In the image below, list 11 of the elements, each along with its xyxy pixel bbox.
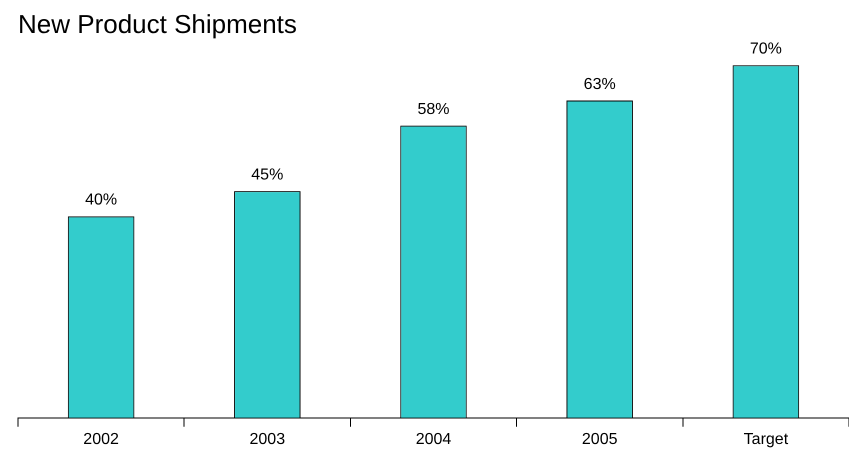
data-label: 58% bbox=[417, 101, 450, 118]
data-label: 45% bbox=[251, 166, 284, 184]
data-label: 40% bbox=[85, 192, 118, 209]
x-tick-label: 2005 bbox=[582, 430, 618, 448]
x-tick-label: Target bbox=[744, 430, 789, 448]
x-tick-label: 2004 bbox=[416, 430, 452, 448]
x-tick-label: 2002 bbox=[83, 430, 119, 448]
data-label: 70% bbox=[750, 40, 782, 58]
data-label: 63% bbox=[584, 76, 616, 93]
x-tick-label: 2003 bbox=[250, 430, 286, 448]
chart-title: New Product Shipments bbox=[18, 8, 297, 39]
